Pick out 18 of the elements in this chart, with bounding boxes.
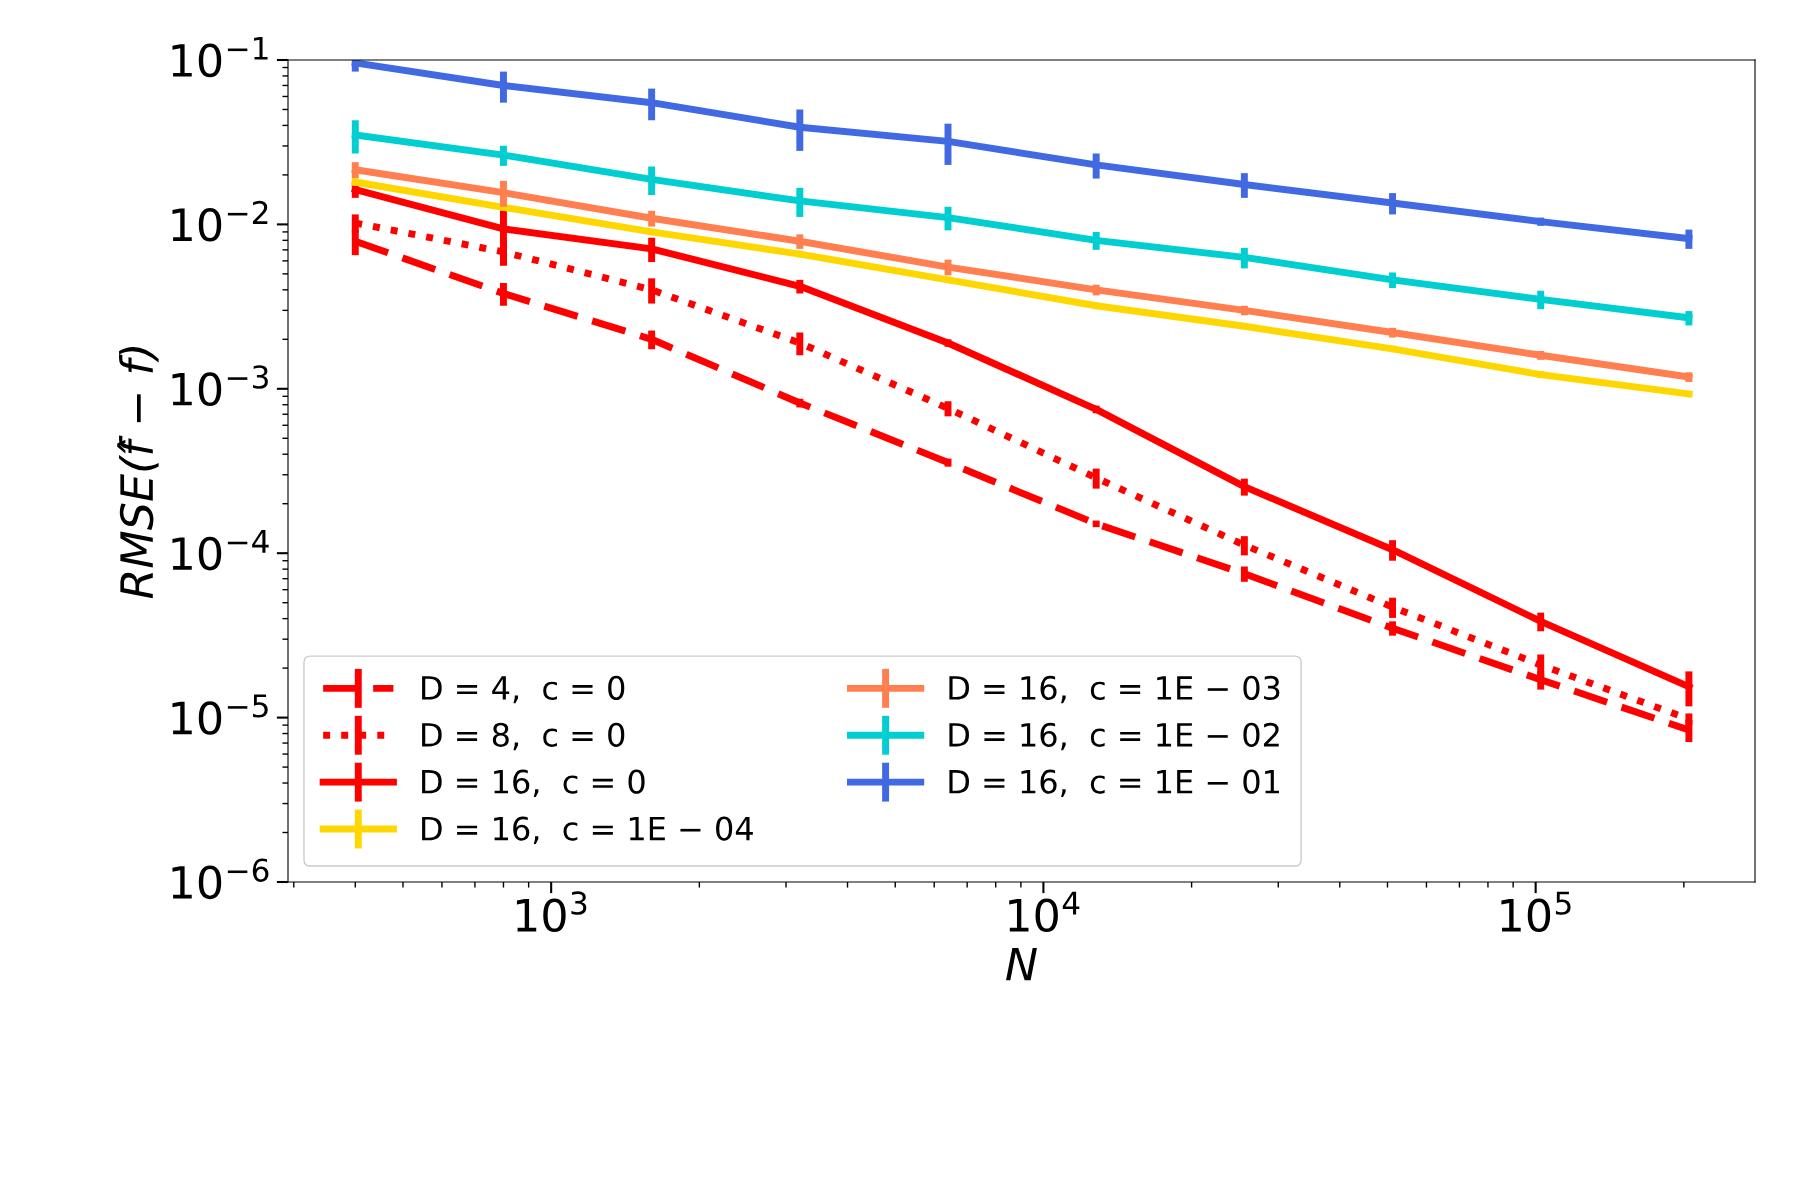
x-tick-label: 10$^{4}$ (1009, 891, 1080, 933)
legend-label: D = 4, c = 0 (422, 675, 625, 704)
legend-label: D = 16, c = 1E − 03 (949, 675, 1280, 704)
legend-label: D = 16, c = 1E − 01 (949, 769, 1279, 798)
y-tick-label: 10$^{−4}$ (172, 530, 269, 571)
y-tick-label: 10$^{−6}$ (172, 858, 269, 900)
legend-label: D = 8, c = 0 (422, 722, 625, 751)
y-tick-label: 10$^{−1}$ (172, 36, 268, 78)
legend-label: D = 16, c = 1E − 04 (422, 816, 753, 844)
y-tick-label: 10$^{−2}$ (172, 200, 268, 242)
x-tick-label: 10$^{5}$ (1501, 891, 1571, 933)
x-axis-title: N (1006, 947, 1037, 981)
y-tick-label: 10$^{−3}$ (172, 365, 268, 406)
y-tick-label: 10$^{−5}$ (172, 694, 268, 735)
legend-label: D = 16, c = 0 (422, 769, 645, 798)
legend-label: D = 16, c = 1E − 02 (949, 722, 1279, 751)
y-axis-title: RMSE(f̂ − f) (117, 347, 159, 599)
x-tick-label: 10$^{3}$ (516, 891, 587, 933)
